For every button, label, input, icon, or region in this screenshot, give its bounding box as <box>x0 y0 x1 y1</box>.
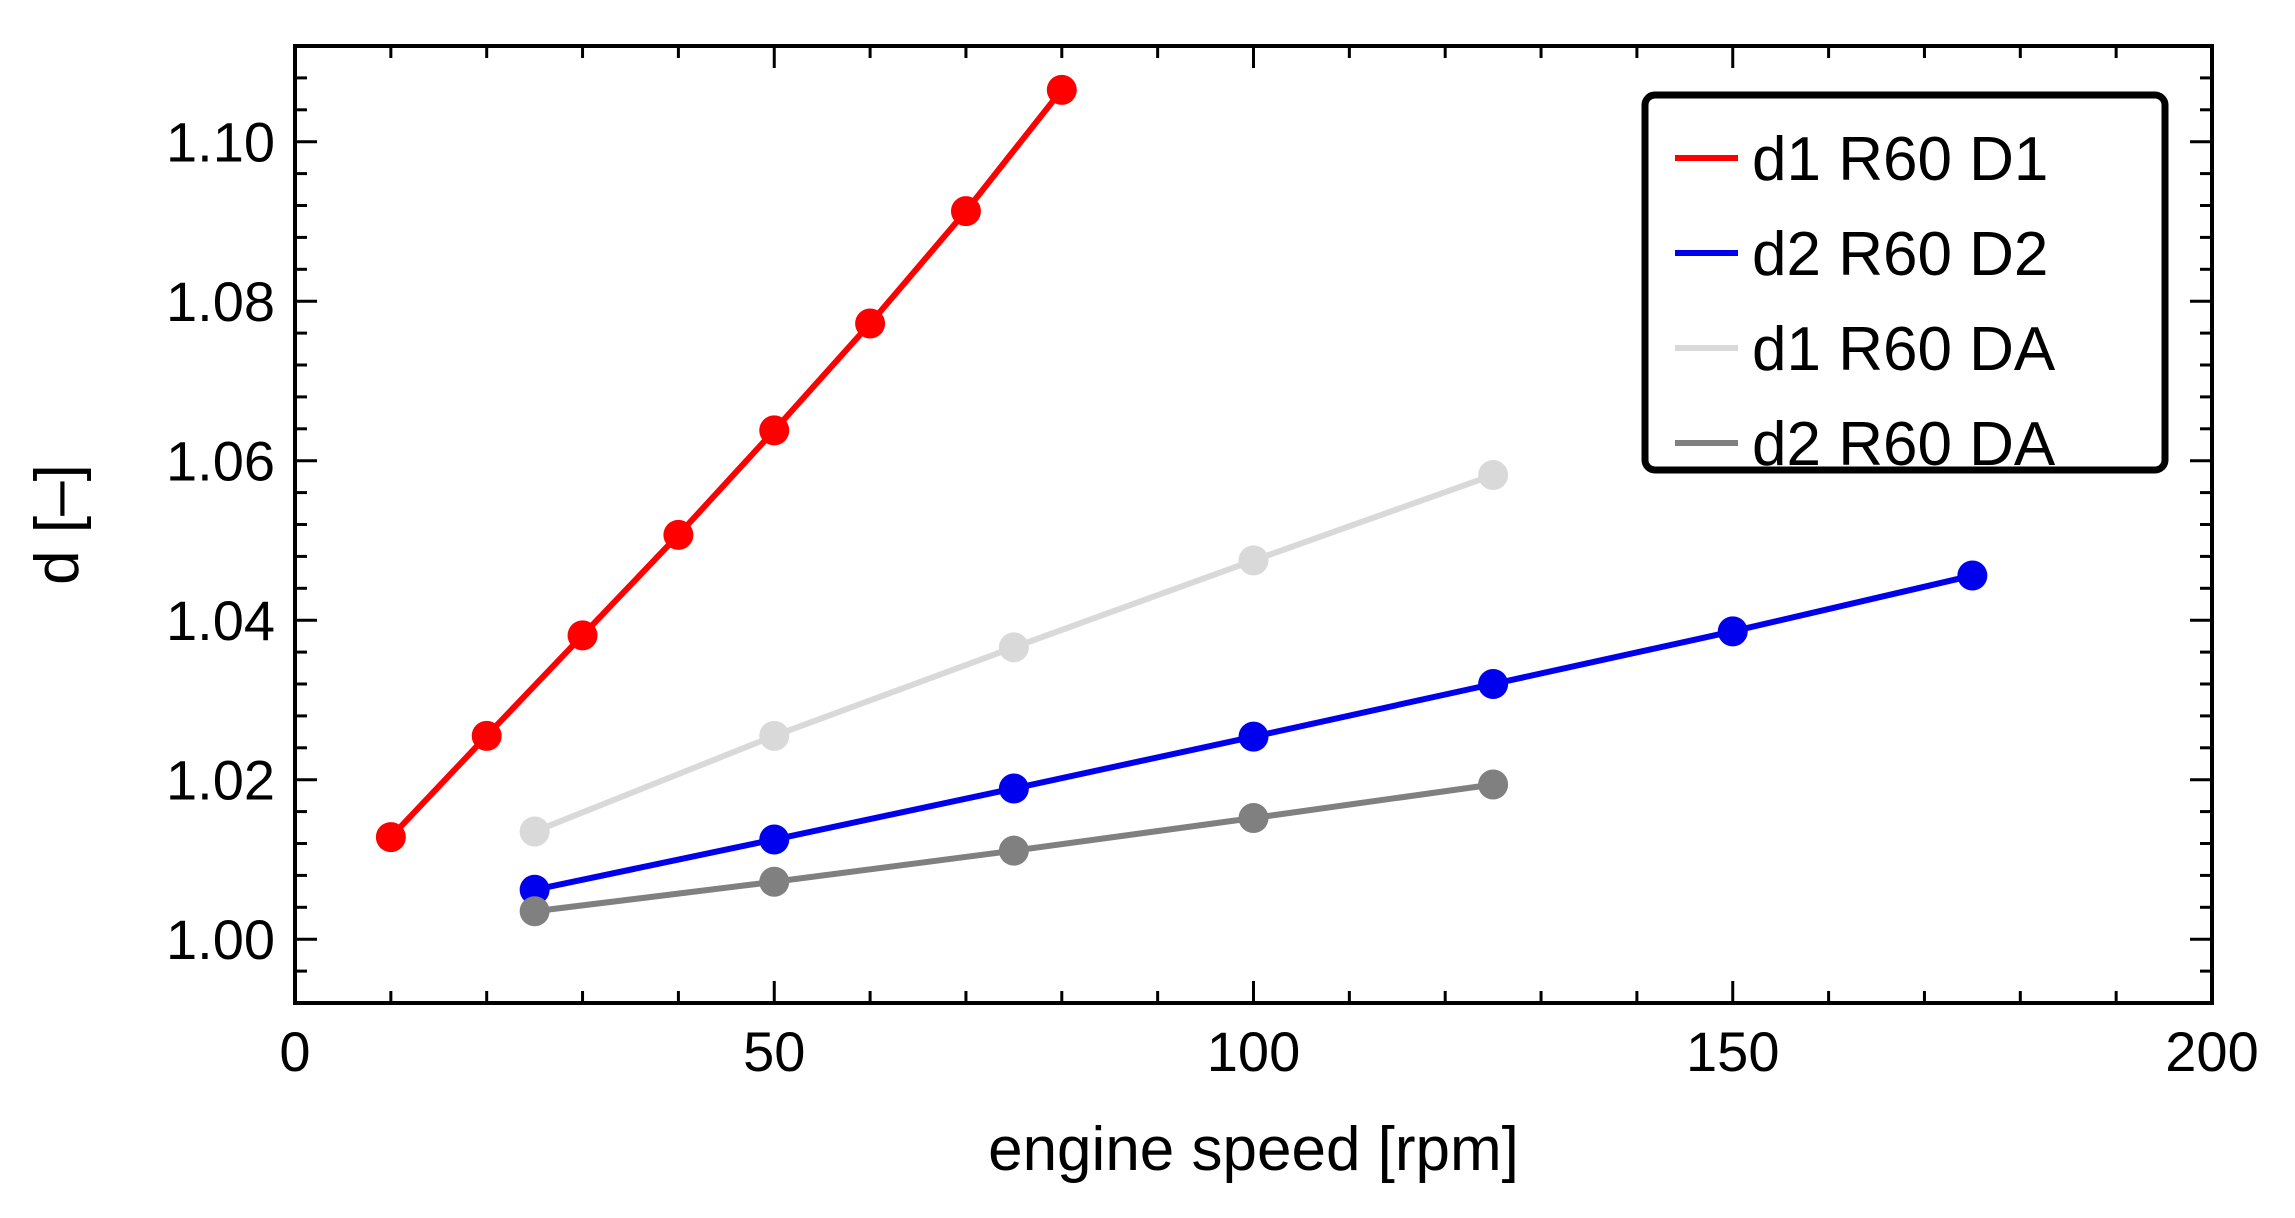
data-point <box>1046 74 1077 105</box>
plot-frame <box>293 44 2214 1005</box>
data-point <box>1957 560 1988 591</box>
y-tick-label: 1.04 <box>166 589 275 652</box>
data-point <box>759 866 790 897</box>
legend-entry: d1 R60 DA <box>1675 315 2056 384</box>
legend-entry: d2 R60 DA <box>1675 410 2056 479</box>
legend-box <box>1641 91 2169 474</box>
data-point <box>998 835 1029 866</box>
y-axis-label: d [–] <box>23 464 92 585</box>
data-point <box>375 822 406 853</box>
x-tick-label: 50 <box>743 1020 805 1083</box>
data-point <box>998 632 1029 663</box>
data-point <box>471 720 502 751</box>
legend-entry: d1 R60 D1 <box>1675 125 2048 194</box>
data-point <box>759 824 790 855</box>
data-point <box>567 620 598 651</box>
series-1 <box>519 560 1988 905</box>
y-tick-label: 1.06 <box>166 430 275 493</box>
legend-label: d1 R60 D1 <box>1752 125 2048 194</box>
y-tick-label: 1.02 <box>166 749 275 812</box>
y-tick-label: 1.00 <box>166 908 275 971</box>
data-point <box>998 773 1029 804</box>
series-layer <box>375 74 1988 927</box>
data-point <box>1478 669 1509 699</box>
data-point <box>519 896 550 927</box>
data-point <box>1238 802 1269 833</box>
legend-entry: d2 R60 D2 <box>1675 220 2048 289</box>
data-point <box>1238 721 1269 752</box>
data-point <box>519 874 550 905</box>
data-point <box>950 196 981 227</box>
series-3 <box>519 769 1509 927</box>
data-point <box>759 720 790 751</box>
data-point <box>855 308 886 339</box>
data-point <box>1478 460 1509 491</box>
data-point <box>1478 769 1509 800</box>
series-2 <box>519 460 1509 847</box>
legend-label: d2 R60 DA <box>1752 410 2056 479</box>
y-tick-label: 1.08 <box>166 270 275 333</box>
data-point <box>759 415 790 446</box>
series-0 <box>375 74 1077 853</box>
x-tick-label: 100 <box>1207 1020 1300 1083</box>
data-point <box>1717 616 1748 647</box>
y-tick-label: 1.10 <box>166 111 275 174</box>
data-point <box>1238 545 1269 576</box>
legend: d1 R60 D1 d2 R60 D2 d1 R60 DA d2 R60 DA <box>1641 91 2169 479</box>
legend-entries: d1 R60 D1 d2 R60 D2 d1 R60 DA d2 R60 DA <box>1675 125 2056 479</box>
x-tick-labels: 0 50 100 150 200 <box>279 1020 2258 1083</box>
x-axis-label: engine speed [rpm] <box>988 1115 1519 1184</box>
x-tick-label: 200 <box>2165 1020 2258 1083</box>
data-point <box>519 816 550 847</box>
legend-label: d2 R60 D2 <box>1752 220 2048 289</box>
series-line <box>388 88 1065 840</box>
legend-label: d1 R60 DA <box>1752 315 2056 384</box>
y-tick-labels: 1.00 1.02 1.04 1.06 1.08 1.10 <box>166 111 275 972</box>
x-tick-label: 150 <box>1686 1020 1779 1083</box>
data-point <box>663 519 694 550</box>
x-tick-label: 0 <box>279 1020 310 1083</box>
